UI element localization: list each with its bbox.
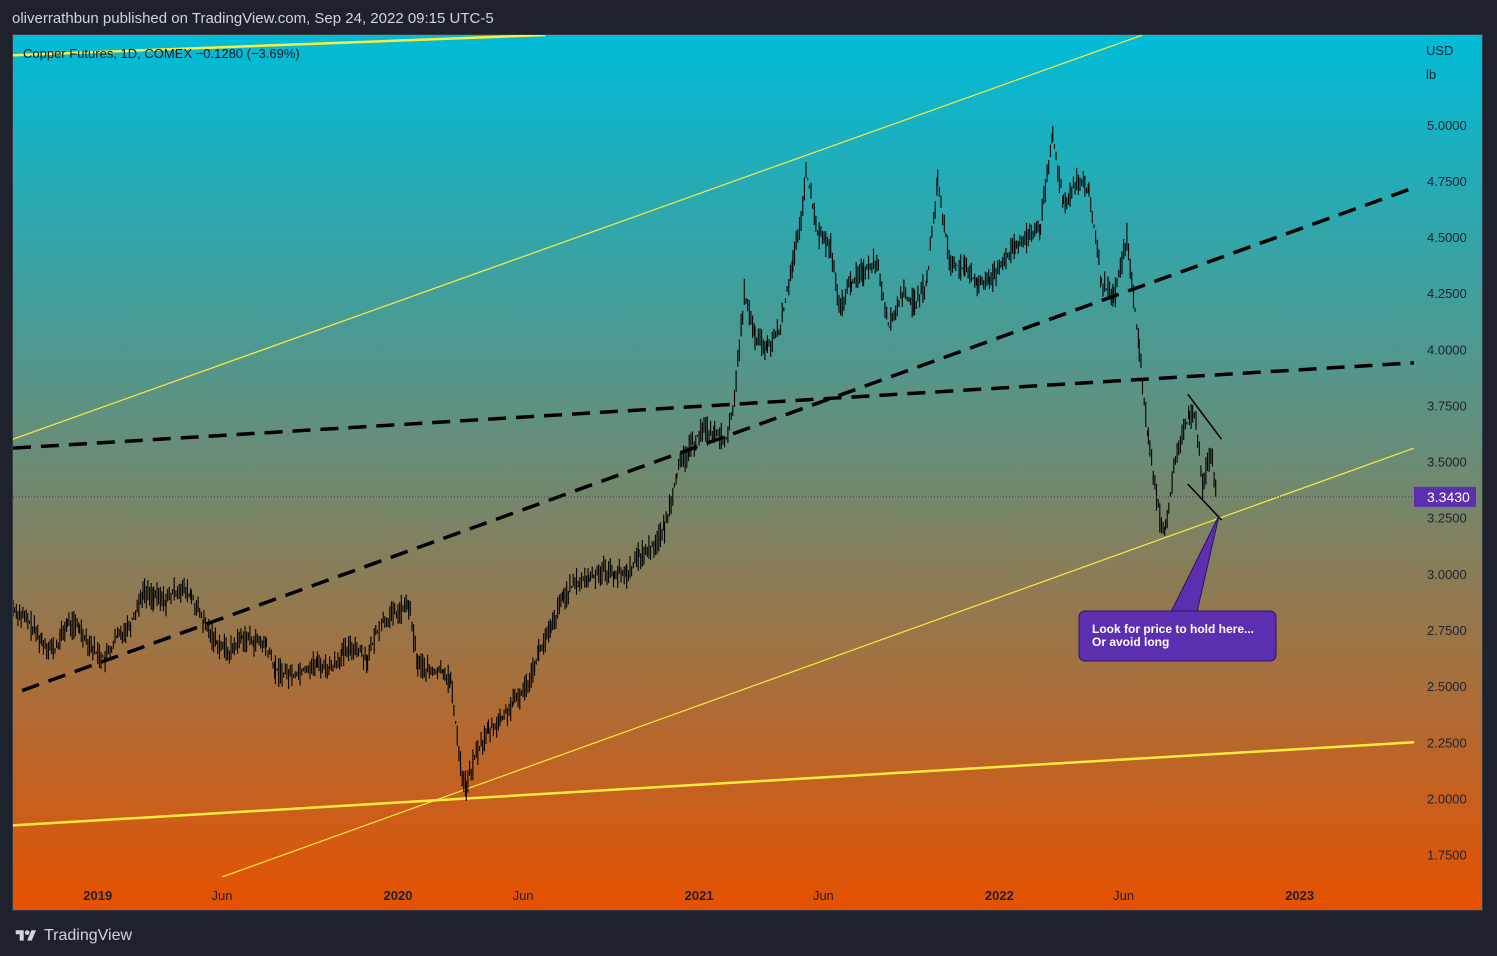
dashed-trendline[interactable] [13,361,1414,450]
trendline[interactable] [221,447,1414,877]
dashed-trendline[interactable] [21,186,1414,693]
y-tick-label: 2.7500 [1427,623,1467,638]
y-tick-label: 3.2500 [1427,511,1467,526]
trendline[interactable] [1187,483,1223,521]
y-tick-label: 4.5000 [1427,230,1467,245]
last-price-badge[interactable] [1414,486,1476,507]
y-tick-label: 3.5000 [1427,455,1467,470]
x-tick-label: 2021 [685,888,714,903]
y-tick-label: 5.0000 [1427,118,1467,133]
y-tick-label: 2.5000 [1427,679,1467,694]
x-tick-label: Jun [211,888,232,903]
trendline[interactable] [13,741,1414,827]
x-tick-label: Jun [1113,888,1134,903]
y-tick-label: 4.2500 [1427,286,1467,301]
trendline[interactable] [13,35,1143,440]
last-price-label: 3.3430 [1427,489,1470,505]
y-tick-label: 2.0000 [1427,791,1467,806]
callout-text-line1: Look for price to hold here... [1092,622,1254,636]
footer-brand[interactable]: TradingView [14,925,132,947]
x-tick-label: 2023 [1285,888,1314,903]
x-tick-label: Jun [813,888,834,903]
y-tick-label: 4.0000 [1427,342,1467,357]
x-tick-label: 2022 [985,888,1014,903]
footer-brand-label: TradingView [44,927,133,944]
y-tick-label: 3.7500 [1427,398,1467,413]
published-header: oliverrathbun published on TradingView.c… [12,10,494,27]
x-tick-label: 2019 [83,888,112,903]
callout-text-line2: Or avoid long [1092,635,1169,649]
x-tick-label: Jun [513,888,534,903]
price-series[interactable] [13,125,1217,801]
y-tick-label: 2.2500 [1427,735,1467,750]
chart-area[interactable]: USD lb 1.7500 2.0000 2.2500 2.5000 2.7500 3.000… [12,34,1483,911]
y-tick-label: 3.0000 [1427,567,1467,582]
trendline[interactable] [1187,393,1223,440]
x-tick-label: 2020 [384,888,413,903]
unit-label: lb [1426,67,1436,82]
trendline[interactable] [13,35,546,57]
symbol-info[interactable]: Copper Futures, 1D, COMEX −0.1280 (−3.69… [23,46,300,61]
y-tick-label: 4.7500 [1427,174,1467,189]
y-tick-label: 1.7500 [1427,848,1467,863]
currency-label: USD [1426,43,1453,58]
chart-canvas[interactable]: USD lb 1.7500 2.0000 2.2500 2.5000 2.7500 3.000… [13,35,1483,911]
callout-box[interactable] [1078,610,1277,662]
chart-background [13,35,1482,910]
tradingview-logo-icon [15,930,36,941]
